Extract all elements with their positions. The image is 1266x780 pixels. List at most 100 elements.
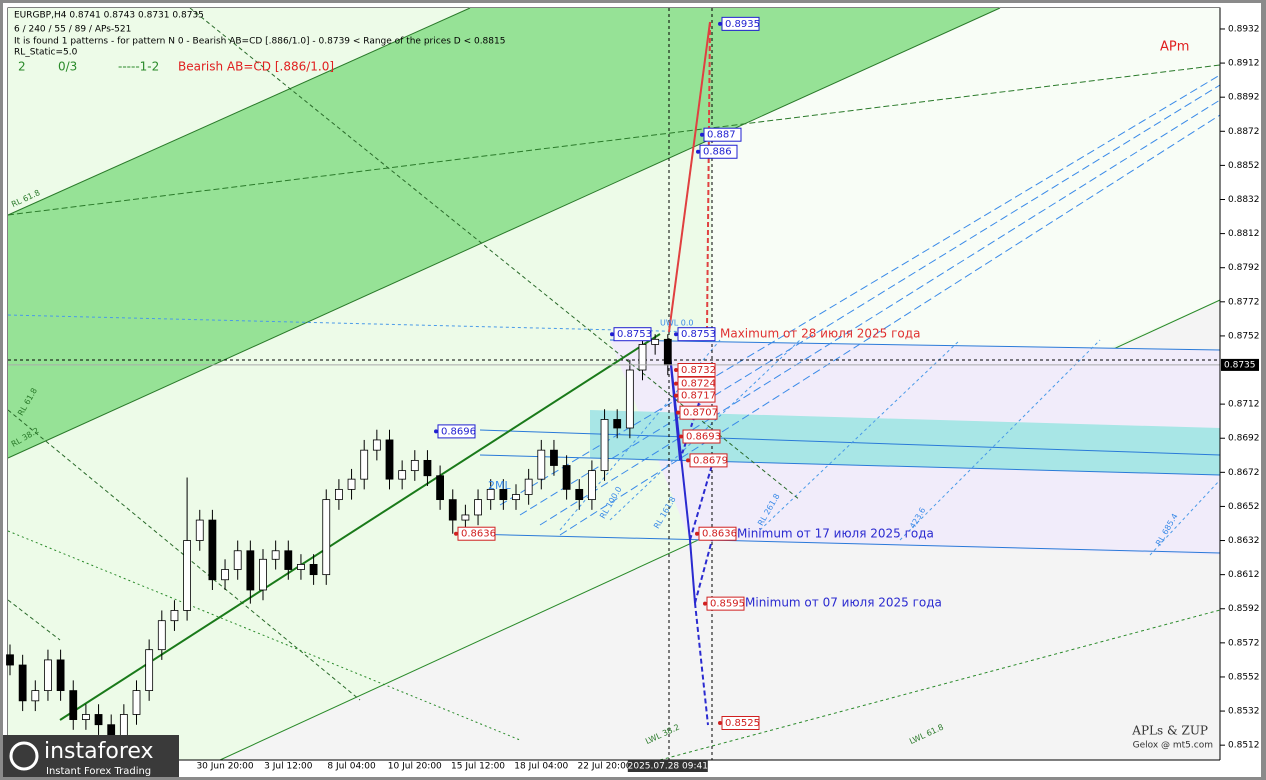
logo-tagline: Instant Forex Trading xyxy=(46,766,151,777)
band-line xyxy=(469,533,1221,554)
channel-line xyxy=(7,7,471,216)
price-label-box xyxy=(699,144,738,159)
candle-body xyxy=(18,664,27,702)
candle-body xyxy=(221,569,229,581)
y-tick-label: 0.8772 xyxy=(1228,297,1260,307)
y-tick-label: 0.8532 xyxy=(1228,707,1260,717)
price-label-dot xyxy=(718,21,722,26)
logo-name: instaforex xyxy=(44,739,154,764)
price-axis-bg xyxy=(1220,8,1261,773)
candle-body xyxy=(233,550,242,570)
price-label: 0.8724 xyxy=(681,379,716,390)
candle-body xyxy=(145,649,154,691)
price-label-dot xyxy=(695,531,699,536)
price-label: 0.8525 xyxy=(725,718,760,729)
price-label-dot xyxy=(674,381,678,386)
price-label-box xyxy=(677,388,716,403)
price-label: 0.8753 xyxy=(681,329,716,340)
y-tick-label: 0.8632 xyxy=(1228,536,1260,546)
price-label-dot xyxy=(676,410,680,415)
price-label-dot xyxy=(674,332,678,337)
y-tick-label: 0.8852 xyxy=(1228,161,1260,171)
x-tick-label: 3 Jul 12:00 xyxy=(264,762,313,772)
candle-body xyxy=(436,475,445,501)
candle-body xyxy=(94,714,103,726)
price-label-box xyxy=(437,424,476,439)
status: 0/3 xyxy=(58,60,77,74)
y-tick-label: 0.8892 xyxy=(1228,93,1260,103)
trend-line xyxy=(59,333,661,721)
candle-body xyxy=(334,488,343,501)
price-label-dot xyxy=(700,132,704,137)
y-tick-label: 0.8592 xyxy=(1228,604,1260,614)
candle-body xyxy=(512,494,520,501)
price-label-box xyxy=(677,363,716,378)
y-tick-label: 0.8932 xyxy=(1228,24,1260,34)
channel-line xyxy=(7,64,1221,216)
price-label: 0.8595 xyxy=(710,599,745,610)
candle-body xyxy=(448,499,457,521)
current-price-box xyxy=(1221,358,1259,371)
candle-body xyxy=(246,550,255,591)
x-tick-label: 15 Jul 12:00 xyxy=(451,762,505,772)
band-line xyxy=(609,339,1221,351)
header-line: EURGBP,H4 0.8741 0.8743 0.8731 0.8735 xyxy=(14,11,204,21)
header-line: RL_Static=5.0 xyxy=(14,48,78,58)
price-label-box xyxy=(698,526,737,541)
candle-body xyxy=(322,499,331,576)
pattern xyxy=(668,21,713,726)
y-tick-label: 0.8572 xyxy=(1228,638,1260,648)
candle-body xyxy=(208,519,217,581)
price-label: 0.886 xyxy=(703,147,732,158)
y-tick-label: 0.8612 xyxy=(1228,570,1260,580)
y-tick-label: 0.8712 xyxy=(1228,400,1260,410)
x-tick-label: 2025.07.28 09:41 xyxy=(628,762,708,772)
candle-body xyxy=(132,690,141,715)
price-label: 0.8753 xyxy=(617,329,652,340)
price-label: 0.8935 xyxy=(725,19,760,30)
price-label-box xyxy=(706,596,745,611)
candle-body xyxy=(271,550,280,560)
candle-body xyxy=(600,419,609,472)
price-label-box xyxy=(457,526,496,541)
price-label-dot xyxy=(674,368,678,373)
channel-line xyxy=(659,609,1221,761)
price-label-dot xyxy=(454,531,458,536)
candle-body xyxy=(663,338,672,366)
price-label-dot xyxy=(703,601,707,606)
candle-body xyxy=(44,659,52,691)
annotation: Maximum от 28 июля 2025 года xyxy=(720,327,920,341)
price-label: 0.887 xyxy=(707,130,736,141)
x-tick-label: 18 Jul 04:00 xyxy=(514,762,568,772)
annotation: Minimum от 07 июля 2025 года xyxy=(745,596,942,610)
candle-body xyxy=(499,488,508,501)
pattern-name: Bearish AB=CD [.886/1.0] xyxy=(178,60,334,74)
price-label: 0.8636 xyxy=(702,529,737,540)
y-tick-label: 0.8512 xyxy=(1228,741,1260,751)
candle-body xyxy=(385,439,394,480)
price-label-dot xyxy=(696,149,700,154)
price-label-box xyxy=(721,715,760,730)
candle-body xyxy=(410,459,419,472)
candle-body xyxy=(297,564,305,570)
price-label-box xyxy=(682,429,721,444)
y-tick-label: 0.8752 xyxy=(1228,331,1260,341)
price-label-box xyxy=(613,327,652,342)
candle-body xyxy=(550,449,558,466)
status: 2 xyxy=(18,60,26,74)
candle-body xyxy=(259,558,267,591)
y-tick-label: 0.8872 xyxy=(1228,127,1260,137)
x-tick-label: 8 Jul 04:00 xyxy=(327,762,376,772)
price-label-dot xyxy=(686,458,690,463)
price-label: 0.8679 xyxy=(693,455,728,466)
price-label: 0.8693 xyxy=(686,432,721,443)
credit: Gelox @ mt5.com xyxy=(1133,741,1213,751)
price-label-box xyxy=(689,453,728,468)
header-line: It is found 1 patterns - for pattern N 0… xyxy=(14,37,505,47)
candle-body xyxy=(588,470,596,501)
candle-body xyxy=(524,478,533,495)
candle-body xyxy=(360,449,369,480)
y-tick-label: 0.8812 xyxy=(1228,229,1260,239)
candle-body xyxy=(82,714,90,720)
